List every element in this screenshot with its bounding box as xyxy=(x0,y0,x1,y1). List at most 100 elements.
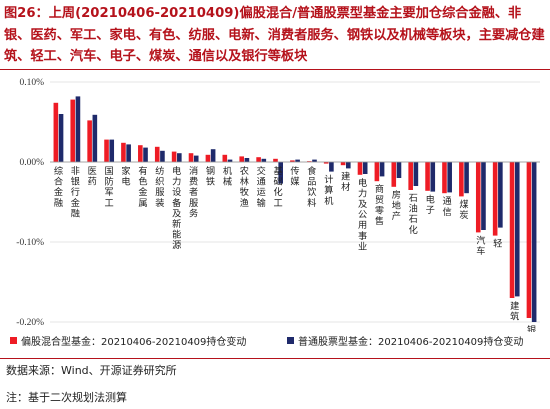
bar-series2 xyxy=(295,159,300,162)
category-label: 有色金属 xyxy=(138,165,147,209)
category-label: 医药 xyxy=(88,166,97,188)
bar-series1 xyxy=(205,154,211,162)
category-label: 电力及公用事业 xyxy=(358,177,367,253)
bar-series1 xyxy=(53,102,59,162)
category-label: 电子 xyxy=(426,194,435,217)
bar-series1 xyxy=(509,162,515,298)
category-label: 石油石化 xyxy=(409,193,418,236)
category-label: 商贸零售 xyxy=(375,183,384,227)
bar-series2 xyxy=(244,158,250,162)
bar-series2 xyxy=(430,162,436,192)
category-label: 煤炭 xyxy=(459,198,468,221)
bar-series1 xyxy=(188,153,194,162)
legend-item-series2: 普通股票型基金：20210406-20210409持仓变动 xyxy=(287,333,523,348)
y-tick-label: -0.20% xyxy=(16,318,44,328)
bar-series2 xyxy=(210,149,216,162)
bar-series1 xyxy=(138,145,143,162)
legend-label-series1: 偏股混合型基金：20210406-20210409持仓变动 xyxy=(21,337,247,348)
bar-series2 xyxy=(514,162,520,297)
bar-series1 xyxy=(357,162,363,175)
bar-series1 xyxy=(222,154,228,162)
bars-group xyxy=(50,96,540,322)
bar-series2 xyxy=(379,162,385,177)
bar-series1 xyxy=(459,162,464,197)
category-label: 建筑 xyxy=(510,300,519,323)
bar-series1 xyxy=(171,151,177,162)
bar-series1 xyxy=(391,162,397,187)
bar-series2 xyxy=(362,162,368,174)
bar-series2 xyxy=(193,155,199,162)
bar-series2 xyxy=(92,114,98,162)
bar-series1 xyxy=(492,162,498,236)
bar-series2 xyxy=(413,162,419,186)
bar-series1 xyxy=(290,160,295,162)
category-label: 食品饮料 xyxy=(307,165,316,209)
category-label: 传媒 xyxy=(290,165,299,188)
bar-series2 xyxy=(498,162,503,228)
category-label: 汽车 xyxy=(476,234,485,257)
legend-item-series1: 偏股混合型基金：20210406-20210409持仓变动 xyxy=(10,333,246,348)
category-label: 国防军工 xyxy=(105,166,114,209)
category-label: 纺织服装 xyxy=(155,165,164,209)
bar-series2 xyxy=(143,147,148,162)
category-label: 计算机 xyxy=(324,174,333,207)
y-tick-label: -0.10% xyxy=(16,238,44,248)
title-divider xyxy=(0,69,550,70)
category-label: 通信 xyxy=(442,196,451,218)
bar-series1 xyxy=(408,162,413,190)
category-label: 家电 xyxy=(121,165,130,188)
category-label: 交通运输 xyxy=(257,165,266,209)
bar-series1 xyxy=(425,162,430,191)
legend-swatch-series1 xyxy=(10,337,17,344)
bar-series2 xyxy=(345,162,351,169)
bar-series2 xyxy=(160,150,165,162)
bar-chart: 综合金融非银行金融医药国防军工家电有色金属纺织服装电力设备及新能源消费者服务钢铁… xyxy=(16,78,540,332)
data-source: 数据来源：Wind、开源证券研究所 xyxy=(6,364,177,377)
legend-label-series2: 普通股票型基金：20210406-20210409持仓变动 xyxy=(298,337,524,348)
bar-series2 xyxy=(312,159,317,162)
bar-series1 xyxy=(70,99,76,162)
bar-series2 xyxy=(126,144,131,162)
y-axis-ticks: 0.10% 0.00% -0.10% -0.20% xyxy=(16,78,44,328)
category-label: 银行 xyxy=(527,324,536,332)
category-label: 基础化工 xyxy=(274,165,283,209)
legend-swatch-series2 xyxy=(287,337,294,344)
bar-series2 xyxy=(464,162,469,194)
bar-series2 xyxy=(447,162,452,193)
category-label: 轻 xyxy=(493,238,502,250)
bar-series1 xyxy=(239,156,245,162)
bar-series2 xyxy=(58,114,64,162)
bar-series1 xyxy=(374,162,380,182)
category-label: 综合金融 xyxy=(54,165,63,209)
bar-series2 xyxy=(177,153,182,162)
bar-series1 xyxy=(340,162,346,166)
category-label: 非银行金融 xyxy=(71,165,80,219)
category-label: 消费者服务 xyxy=(189,165,198,219)
bar-series2 xyxy=(329,162,334,172)
footnote: 注：基于二次规划法测算 xyxy=(6,391,127,404)
bar-series2 xyxy=(227,159,233,162)
category-label: 建材 xyxy=(341,170,350,193)
category-label: 电力设备及新能源 xyxy=(172,165,181,251)
bar-series1 xyxy=(273,158,278,162)
figure-title: 图26：上周(20210406-20210409)偏股混合/普通股票型基金主要加… xyxy=(4,6,545,64)
bar-series1 xyxy=(526,162,532,318)
bar-series2 xyxy=(75,96,81,162)
bar-series2 xyxy=(278,162,283,184)
bar-series1 xyxy=(475,162,481,233)
category-labels: 综合金融非银行金融医药国防军工家电有色金属纺织服装电力设备及新能源消费者服务钢铁… xyxy=(54,165,536,332)
category-label: 钢铁 xyxy=(206,165,215,188)
category-label: 房地产 xyxy=(392,189,401,222)
chart-legend: 偏股混合型基金：20210406-20210409持仓变动 普通股票型基金：20… xyxy=(10,333,545,349)
source-divider xyxy=(0,358,550,359)
bar-series2 xyxy=(261,158,267,162)
bar-series1 xyxy=(256,157,261,162)
bar-series1 xyxy=(442,162,447,194)
y-tick-label: 0.00% xyxy=(19,158,44,168)
bar-series2 xyxy=(531,162,537,322)
bar-series1 xyxy=(154,146,160,162)
category-label: 机械 xyxy=(223,165,232,188)
category-label: 农林牧渔 xyxy=(240,165,249,209)
bar-series2 xyxy=(109,139,115,162)
bar-series1 xyxy=(323,162,329,164)
